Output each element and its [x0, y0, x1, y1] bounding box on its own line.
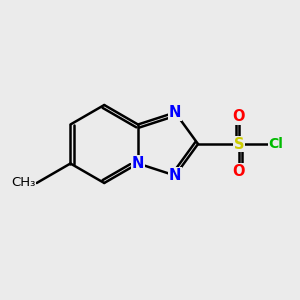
Text: Cl: Cl [268, 137, 284, 151]
Text: S: S [234, 136, 244, 152]
Text: CH₃: CH₃ [11, 176, 35, 190]
Text: N: N [169, 168, 181, 183]
Text: N: N [169, 105, 181, 120]
Text: O: O [233, 164, 245, 179]
Text: N: N [132, 156, 144, 171]
Text: O: O [233, 109, 245, 124]
